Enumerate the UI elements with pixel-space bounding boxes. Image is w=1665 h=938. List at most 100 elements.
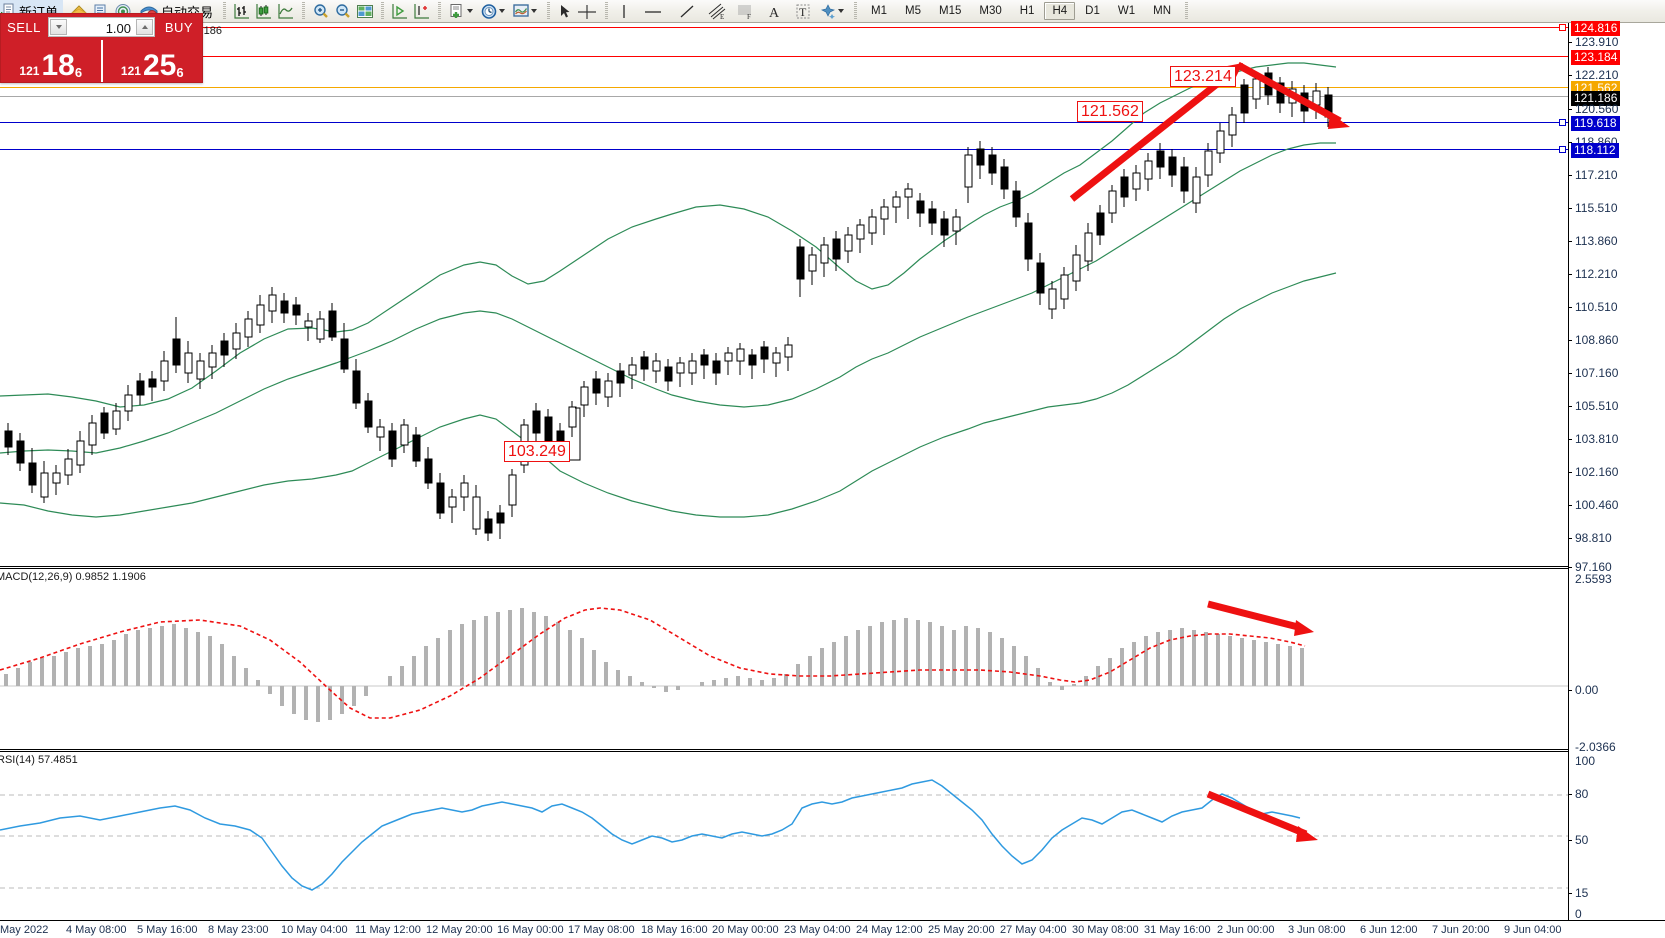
pane-separator-rsi[interactable]: [0, 749, 1568, 752]
templates-button[interactable]: [510, 0, 542, 22]
buy-price-button[interactable]: 121 25 6: [100, 40, 203, 82]
price-tick-label: 123.910: [1575, 35, 1619, 49]
timeframe-h4[interactable]: H4: [1044, 2, 1076, 20]
level-handle-119618[interactable]: [1559, 119, 1566, 126]
price-tag-124816[interactable]: 124.816: [1571, 21, 1621, 36]
price-tick-label: 98.810: [1575, 531, 1612, 545]
text-tool-button[interactable]: A: [759, 0, 789, 22]
sell-price-fraction: 6: [74, 65, 83, 80]
buy-label[interactable]: BUY: [164, 19, 194, 35]
macd-tick-label: 2.5593: [1575, 572, 1612, 586]
timeframe-mn[interactable]: MN: [1153, 5, 1171, 17]
annotation-103249[interactable]: 103.249: [504, 441, 570, 462]
level-handle-124816[interactable]: [1559, 24, 1566, 31]
line-chart-button[interactable]: [275, 0, 297, 22]
price-tag-123184[interactable]: 123.184: [1571, 50, 1621, 65]
level-line-124816[interactable]: [0, 27, 1568, 28]
time-tick-label: 9 Jun 04:00: [1504, 924, 1562, 936]
chart-shift-icon: [413, 3, 431, 20]
cursor-tool-button[interactable]: [555, 0, 574, 22]
price-tag-118112[interactable]: 118.112: [1571, 143, 1619, 158]
one-click-trading-panel[interactable]: SELL 1.00 BUY 121 18 6 121 25 6: [0, 13, 203, 83]
price-tick-label: 107.160: [1575, 366, 1619, 380]
vertical-line-tool-button[interactable]: [613, 0, 635, 22]
order-panel-prices-row: 121 18 6 121 25 6: [1, 40, 202, 82]
auto-scroll-button[interactable]: [389, 0, 411, 22]
timeframe-m5[interactable]: M5: [905, 5, 921, 17]
crosshair-tool-button[interactable]: [574, 0, 600, 22]
toolbar-divider: [1183, 2, 1190, 20]
shapes-icon: [819, 3, 837, 20]
periods-button[interactable]: [478, 0, 510, 22]
timeframe-m15[interactable]: M15: [939, 5, 962, 17]
annotation-123214[interactable]: 123.214: [1170, 66, 1236, 87]
chevron-down-icon[interactable]: [499, 9, 506, 13]
axis-vertical-line: [1568, 23, 1569, 920]
price-tick-label: 97.160: [1575, 560, 1612, 574]
zoom-in-button[interactable]: [310, 0, 332, 22]
level-handle-118112[interactable]: [1559, 146, 1566, 153]
zoom-out-button[interactable]: [332, 0, 354, 22]
tile-windows-button[interactable]: [354, 0, 376, 22]
timeframe-h1[interactable]: H1: [1019, 5, 1035, 17]
rsi-tick-label: 80: [1575, 787, 1589, 801]
buy-price-main: 25: [142, 49, 177, 82]
chevron-down-icon[interactable]: [531, 9, 538, 13]
volume-decrease-button[interactable]: [50, 19, 67, 35]
timeframe-m1[interactable]: M1: [871, 5, 888, 17]
clock-icon: [480, 3, 498, 20]
price-tag-121186[interactable]: 121.186: [1571, 91, 1621, 106]
level-line-123184[interactable]: [0, 56, 1568, 57]
volume-increase-button[interactable]: [136, 19, 153, 35]
rsi-pane-label: RSI(14) 57.4851: [0, 754, 78, 766]
candlestick-chart-button[interactable]: [253, 0, 275, 22]
time-tick-label: 11 May 12:00: [355, 924, 421, 936]
macd-downtrend-arrow: [1207, 600, 1314, 636]
horizontal-line-tool-button[interactable]: [635, 0, 671, 22]
toolbar-divider: [852, 2, 860, 20]
bar-chart-button[interactable]: [231, 0, 253, 22]
sell-label[interactable]: SELL: [7, 19, 41, 35]
macd-tick-label: -2.0366: [1575, 740, 1616, 754]
time-tick-label: 10 May 04:00: [281, 924, 348, 936]
trendline-tool-button[interactable]: [671, 0, 703, 22]
price-tag-119618[interactable]: 119.618: [1571, 116, 1620, 131]
text-label-tool-button[interactable]: T: [789, 0, 817, 22]
cursor-icon: [557, 3, 572, 20]
chevron-down-icon[interactable]: [838, 9, 845, 13]
time-axis[interactable]: May 2022 4 May 08:00 5 May 16:00 8 May 2…: [0, 920, 1665, 938]
pane-separator-macd[interactable]: [0, 566, 1568, 569]
sell-price-button[interactable]: 121 18 6: [1, 40, 101, 82]
timeframe-w1[interactable]: W1: [1117, 5, 1136, 17]
rsi-tick-label: 0: [1575, 907, 1582, 921]
fibonacci-tool-button[interactable]: F: [731, 0, 759, 22]
level-line-121562[interactable]: [0, 87, 1568, 88]
timeframe-m30[interactable]: M30: [979, 5, 1002, 17]
time-tick-label: 5 May 16:00: [137, 924, 198, 936]
chart-workspace[interactable]: USOil-,H4 121.333 121.397 121.117 121.18…: [0, 21, 1665, 938]
time-tick-label: 4 May 08:00: [66, 924, 127, 936]
annotation-121562[interactable]: 121.562: [1077, 101, 1143, 122]
shapes-tool-button[interactable]: [817, 0, 849, 22]
sell-price-main: 18: [41, 49, 75, 82]
indicators-button[interactable]: [446, 0, 478, 22]
level-line-118112[interactable]: [0, 149, 1568, 150]
level-line-121186[interactable]: [0, 96, 1568, 97]
equidistant-channel-tool-button[interactable]: E: [703, 0, 731, 22]
timeframe-group: M1 M5 M15 M30 H1 H4 D1 W1 MN: [862, 2, 1180, 20]
volume-stepper[interactable]: 1.00: [48, 17, 155, 37]
rsi-tick-label: 100: [1575, 754, 1596, 768]
price-tick-label: 113.860: [1575, 234, 1618, 248]
price-pane-graphics: [0, 61, 1350, 541]
price-axis[interactable]: 124.816 123.910 123.184 122.210 121.562 …: [1568, 21, 1665, 921]
chart-plot-area[interactable]: 123.214 121.562 103.249 MACD(12,26,9) 0.…: [0, 23, 1568, 920]
volume-input[interactable]: 1.00: [105, 21, 131, 36]
time-tick-label: 17 May 08:00: [568, 924, 635, 936]
level-line-119618[interactable]: [0, 122, 1568, 123]
bar-chart-icon: [233, 3, 251, 20]
fibonacci-icon: F: [735, 3, 755, 20]
timeframe-d1[interactable]: D1: [1085, 5, 1100, 17]
chevron-down-icon[interactable]: [467, 9, 474, 13]
chart-shift-button[interactable]: [411, 0, 433, 22]
price-tick-label: 117.210: [1575, 168, 1618, 182]
